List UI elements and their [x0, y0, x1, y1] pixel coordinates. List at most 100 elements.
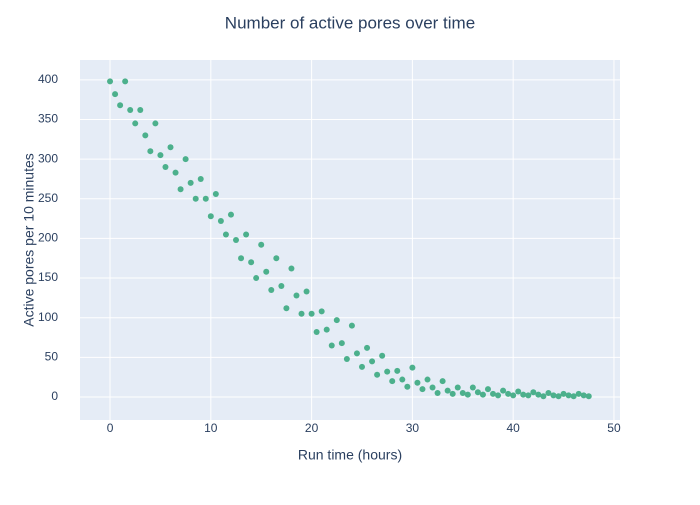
point	[162, 164, 169, 171]
point	[243, 231, 250, 238]
point	[298, 310, 305, 317]
point	[137, 106, 144, 113]
point	[222, 231, 229, 238]
point	[369, 358, 376, 365]
point	[202, 195, 209, 202]
point	[358, 363, 365, 370]
point	[227, 211, 234, 218]
point	[288, 265, 295, 272]
point	[172, 169, 179, 176]
point	[454, 384, 461, 391]
point	[580, 392, 587, 399]
point	[348, 322, 355, 329]
point	[404, 383, 411, 390]
point	[238, 255, 245, 262]
point	[515, 388, 522, 395]
point	[233, 237, 240, 243]
point	[520, 391, 527, 398]
point	[575, 390, 582, 397]
point	[328, 342, 335, 349]
point	[283, 305, 290, 312]
point	[268, 286, 275, 293]
point	[550, 392, 557, 399]
point	[570, 393, 577, 400]
point	[192, 195, 199, 202]
point	[278, 282, 285, 289]
point	[167, 144, 174, 151]
point	[414, 379, 421, 386]
point	[419, 386, 426, 393]
point	[112, 91, 119, 98]
point	[248, 259, 255, 266]
point	[293, 292, 300, 299]
point	[434, 390, 441, 397]
point	[177, 186, 184, 193]
point	[384, 368, 391, 375]
x-axis-title: Run time (hours)	[298, 447, 402, 463]
point	[479, 391, 486, 398]
point	[424, 376, 431, 383]
y-tick-label: 150	[38, 270, 58, 284]
point	[187, 179, 194, 186]
point	[525, 392, 532, 399]
point	[444, 387, 451, 394]
point	[565, 392, 572, 399]
y-tick-label: 50	[45, 350, 59, 364]
point	[132, 120, 139, 127]
point	[389, 378, 396, 385]
point	[117, 102, 124, 109]
point	[122, 78, 129, 85]
point	[303, 288, 310, 295]
point	[142, 132, 149, 139]
point	[333, 317, 340, 324]
point	[439, 378, 446, 385]
point	[253, 275, 260, 282]
point	[152, 120, 159, 127]
point	[273, 255, 280, 262]
point	[217, 217, 224, 224]
point	[207, 213, 214, 220]
point	[560, 390, 567, 397]
point	[374, 371, 381, 378]
point	[555, 393, 562, 400]
point	[263, 268, 270, 275]
point	[474, 389, 481, 396]
y-tick-label: 200	[38, 231, 58, 245]
point	[510, 392, 517, 399]
point	[197, 175, 204, 182]
point	[394, 367, 401, 374]
point	[364, 344, 371, 351]
point	[399, 376, 406, 383]
y-tick-label: 350	[38, 112, 58, 126]
point	[469, 384, 476, 391]
point	[490, 390, 497, 397]
point	[212, 191, 219, 198]
point	[323, 326, 330, 333]
x-tick-label: 30	[406, 421, 420, 435]
point	[258, 241, 265, 248]
point	[459, 390, 466, 397]
x-tick-label: 40	[506, 421, 520, 435]
y-tick-label: 0	[51, 389, 58, 403]
y-tick-label: 300	[38, 151, 58, 165]
point	[147, 148, 154, 155]
point	[530, 389, 537, 396]
point	[338, 340, 345, 347]
point	[313, 328, 320, 335]
x-tick-label: 20	[305, 421, 319, 435]
point	[353, 350, 360, 357]
x-tick-label: 50	[607, 421, 621, 435]
point	[107, 78, 114, 85]
point	[157, 152, 164, 159]
point	[182, 156, 189, 163]
x-tick-label: 10	[204, 421, 218, 435]
point	[379, 352, 386, 359]
point	[545, 390, 552, 397]
y-tick-label: 250	[38, 191, 58, 205]
y-tick-label: 100	[38, 310, 58, 324]
x-tick-label: 0	[107, 421, 114, 435]
point	[500, 387, 507, 394]
point	[535, 391, 542, 398]
point	[318, 308, 325, 315]
